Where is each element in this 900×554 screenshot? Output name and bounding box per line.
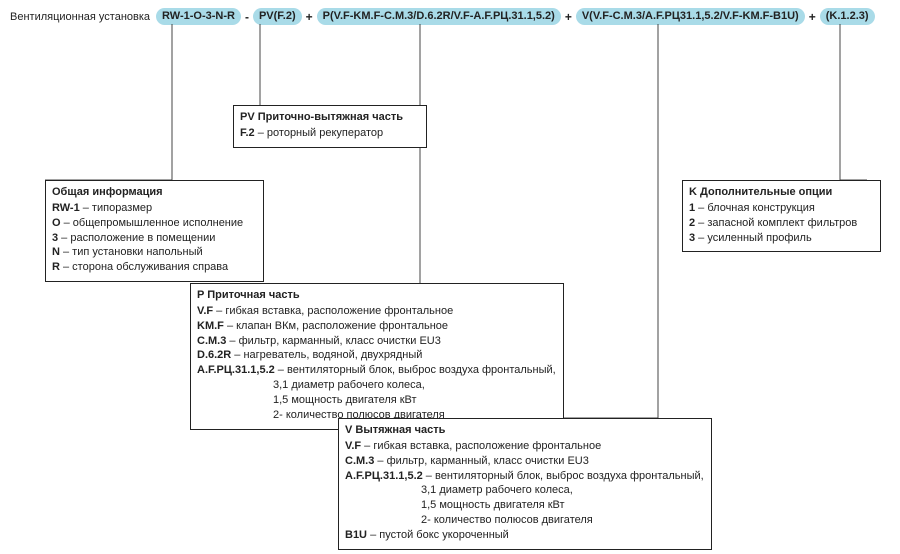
box-general-line-4: N – тип установки напольный	[52, 245, 257, 260]
code-row: Вентиляционная установка RW-1-O-3-N-R - …	[10, 8, 890, 25]
pill-rw: RW-1-O-3-N-R	[156, 8, 241, 25]
box-p-title: P Приточная часть	[197, 288, 557, 303]
sep-3: +	[565, 10, 572, 24]
box-pv-line-1: F.2 – роторный рекуператор	[240, 127, 383, 139]
unit-label: Вентиляционная установка	[10, 11, 150, 23]
box-general-line-2: O – общепромышленное исполнение	[52, 216, 257, 231]
box-general-line-1: RW-1 – типоразмер	[52, 201, 257, 216]
box-k: K Дополнительные опции 1 – блочная конст…	[682, 180, 881, 252]
sep-2: +	[306, 10, 313, 24]
box-v-line-5: 1,5 мощность двигателя кВт	[345, 498, 705, 513]
box-v-line-6: 2- количество полюсов двигателя	[345, 513, 705, 528]
box-k-line-2: 2 – запасной комплект фильтров	[689, 216, 874, 231]
box-p-line-2: KM.F – клапан ВКм, расположение фронталь…	[197, 319, 557, 334]
box-general-title: Общая информация	[52, 185, 257, 200]
box-v-title: V Вытяжная часть	[345, 423, 705, 438]
box-p-line-5: A.F.РЦ.31.1,5.2 – вентиляторный блок, вы…	[197, 363, 557, 378]
pill-v: V(V.F-C.M.3/A.F.РЦ31.1,5.2/V.F-KM.F-B1U)	[576, 8, 805, 25]
box-p-line-7: 1,5 мощность двигателя кВт	[197, 393, 557, 408]
box-v-line-7: B1U – пустой бокс укороченный	[345, 528, 705, 543]
box-k-line-3: 3 – усиленный профиль	[689, 231, 874, 246]
box-k-title: K Дополнительные опции	[689, 185, 874, 200]
pill-p: P(V.F-KM.F-C.M.3/D.6.2R/V.F-A.F.РЦ.31.1,…	[317, 8, 561, 25]
box-k-line-1: 1 – блочная конструкция	[689, 201, 874, 216]
box-p: P Приточная часть V.F – гибкая вставка, …	[190, 283, 564, 430]
box-v-line-4: 3,1 диаметр рабочего колеса,	[345, 483, 705, 498]
box-pv: PV Приточно-вытяжная часть F.2 – роторны…	[233, 105, 427, 148]
box-general-line-3: 3 – расположение в помещении	[52, 231, 257, 246]
box-p-line-6: 3,1 диаметр рабочего колеса,	[197, 378, 557, 393]
box-general-line-5: R – сторона обслуживания справа	[52, 260, 257, 275]
sep-4: +	[809, 10, 816, 24]
box-v-line-1: V.F – гибкая вставка, расположение фронт…	[345, 439, 705, 454]
box-v-line-2: C.M.3 – фильтр, карманный, класс очистки…	[345, 454, 705, 469]
pill-pv: PV(F.2)	[253, 8, 302, 25]
box-p-line-3: C.M.3 – фильтр, карманный, класс очистки…	[197, 334, 557, 349]
box-pv-title: PV Приточно-вытяжная часть	[240, 110, 420, 125]
box-general: Общая информация RW-1 – типоразмер O – о…	[45, 180, 264, 282]
pill-k: (K.1.2.3)	[820, 8, 875, 25]
box-p-line-1: V.F – гибкая вставка, расположение фронт…	[197, 304, 557, 319]
box-v: V Вытяжная часть V.F – гибкая вставка, р…	[338, 418, 712, 550]
box-v-line-3: A.F.РЦ.31.1,5.2 – вентиляторный блок, вы…	[345, 469, 705, 484]
box-p-line-4: D.6.2R – нагреватель, водяной, двухрядны…	[197, 348, 557, 363]
sep-1: -	[245, 10, 249, 24]
